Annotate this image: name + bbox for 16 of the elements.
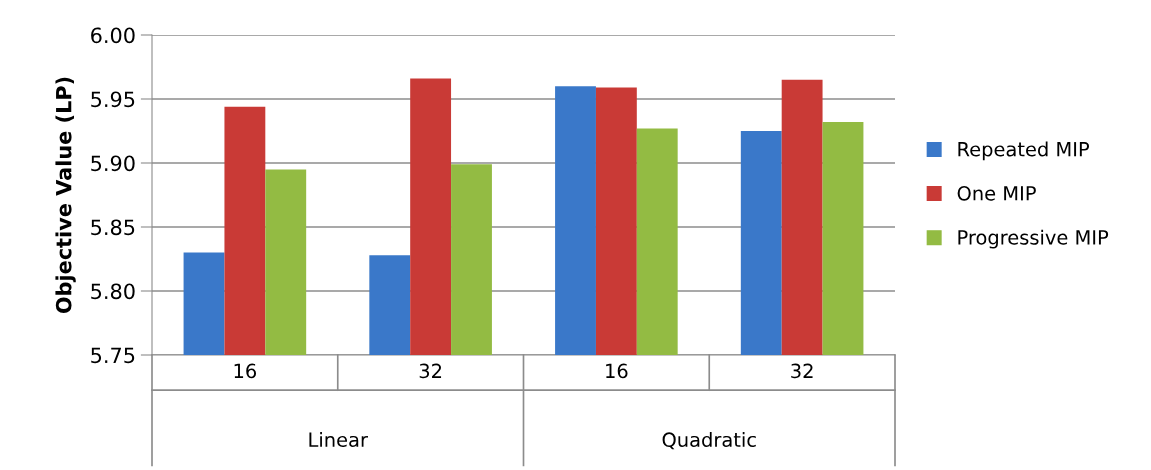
x-tick-label: 32: [791, 363, 813, 379]
legend-label: Progressive MIP: [958, 229, 1109, 249]
y-tick-label: 5.75: [91, 347, 135, 364]
legend-label: Repeated MIP: [958, 141, 1090, 161]
x-tick-label: 16: [606, 363, 628, 379]
y-tick-label: 6.00: [91, 27, 135, 44]
y-tick-label: 5.85: [91, 219, 135, 236]
y-tick-label: 5.90: [91, 155, 135, 172]
legend-label: One MIP: [957, 185, 1036, 201]
x-tick-label: 16: [234, 363, 257, 379]
y-tick-label: 5.95: [91, 91, 135, 108]
x-tick-label: 32: [419, 363, 442, 379]
y-tick-label: 5.80: [91, 283, 135, 300]
text: Quadratic: [662, 431, 756, 450]
y-axis-title: Objective Value (LP): [55, 77, 76, 314]
text: Linear: [309, 431, 368, 448]
